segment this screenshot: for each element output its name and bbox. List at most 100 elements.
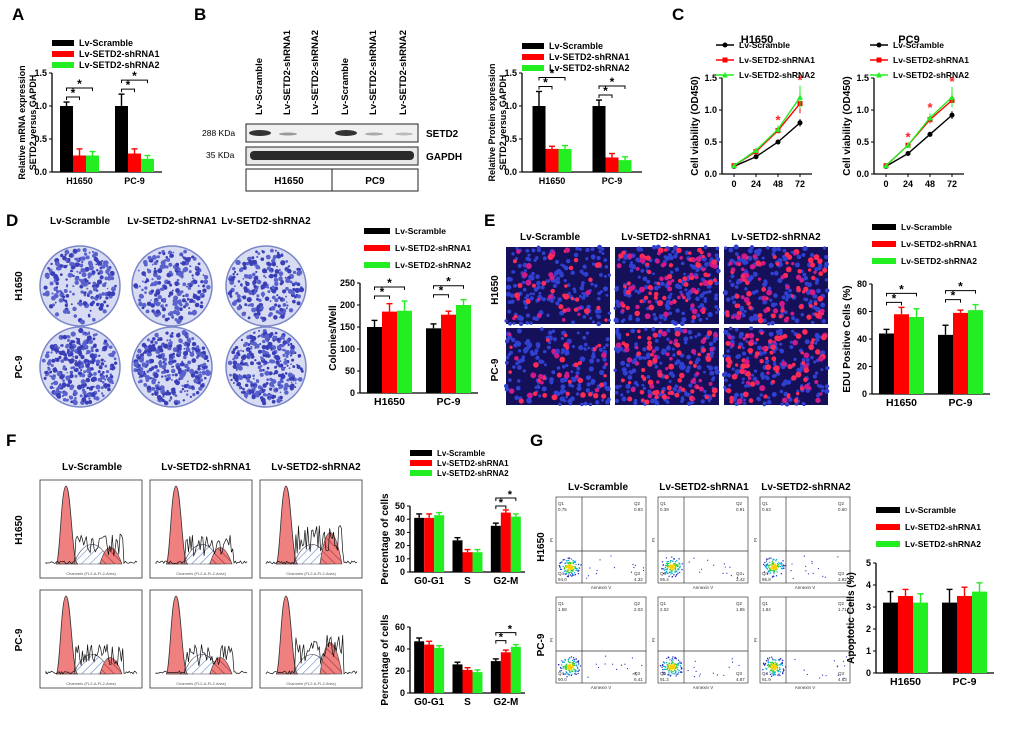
edu-nucleus — [672, 321, 678, 326]
edu-positive-cell — [669, 390, 675, 396]
edu-nucleus — [782, 248, 787, 253]
colony-dot — [76, 346, 82, 352]
dotplot-event — [781, 564, 783, 566]
edu-nucleus — [541, 386, 547, 392]
colony-dot — [236, 369, 238, 371]
colony-dot — [168, 262, 173, 267]
edu-positive-cell — [763, 308, 768, 314]
colony-dot — [263, 274, 266, 278]
dotplot-event — [561, 661, 564, 664]
edu-positive-cell — [573, 257, 579, 263]
edu-nucleus — [557, 297, 563, 302]
dotplot-event — [604, 655, 607, 657]
edu-positive-cell — [621, 303, 626, 308]
edu-nucleus — [728, 383, 732, 387]
colony-dot — [84, 301, 88, 305]
edu-nucleus — [637, 275, 641, 279]
legend-f: Lv-ScrambleLv-SETD2-shRNA1Lv-SETD2-shRNA… — [410, 449, 509, 478]
chart-B-ytick-label: 1.0 — [504, 101, 517, 111]
colony-dot — [272, 255, 277, 260]
dotplot-event — [783, 567, 785, 569]
edu-positive-cell — [621, 341, 626, 346]
edu-positive-cell — [648, 291, 652, 296]
edu-positive-cell — [778, 314, 783, 319]
edu-positive-cell — [558, 304, 564, 310]
edu-nucleus — [803, 297, 807, 301]
legend-a-label: Lv-Scramble — [79, 38, 133, 48]
colony-dot — [285, 301, 288, 303]
edu-nucleus — [525, 321, 530, 325]
dotplot-event — [595, 663, 597, 665]
edu-nucleus — [591, 320, 595, 324]
edu-nucleus — [602, 346, 606, 350]
edu-positive-cell — [603, 374, 607, 378]
edu-nucleus — [684, 288, 688, 292]
chart-D-ytick-label: 100 — [340, 344, 355, 354]
dotplot-event — [566, 565, 569, 567]
colony-dot — [72, 306, 77, 312]
colony-dot — [174, 373, 178, 377]
edu-nucleus — [504, 360, 509, 365]
edu-nucleus — [752, 376, 758, 382]
dotplot-q2-value: 2.03 — [634, 607, 643, 612]
dotplot-q4-value: 95.8 — [762, 577, 771, 582]
chart-F1-sig-bracket — [495, 505, 507, 509]
dotplot-q4-value: 95.4 — [660, 577, 669, 582]
edu-nucleus — [734, 285, 739, 289]
edu-nucleus — [714, 253, 719, 258]
edu-positive-cell — [508, 370, 512, 374]
colony-dot — [105, 264, 109, 268]
dotplot-event — [768, 665, 771, 667]
flow-col-scramble: Lv-Scramble — [568, 482, 628, 493]
colony-dot — [76, 338, 81, 342]
edu-positive-cell — [726, 388, 732, 394]
edu-nucleus — [680, 261, 685, 266]
colony-dot — [246, 296, 252, 303]
colony-dot — [63, 264, 68, 269]
dotplot-q1-label: Q1 — [558, 601, 565, 606]
colony-dot — [255, 290, 258, 293]
dotplot-event — [779, 671, 782, 673]
edu-nucleus — [553, 278, 559, 284]
dotplot-q2-value: 1.85 — [736, 607, 745, 612]
colony-dot — [192, 277, 194, 279]
dotplot-q3-value: 4.32 — [634, 577, 643, 582]
edu-positive-cell — [741, 253, 748, 260]
edu-positive-cell — [517, 283, 523, 289]
dotplot-q3-label: Q3 — [736, 671, 743, 676]
edu-nucleus — [824, 288, 830, 293]
colony-dot — [73, 400, 76, 403]
colony-dot — [240, 267, 244, 271]
colony-dot — [189, 311, 193, 315]
colony-dot — [89, 361, 93, 364]
edu-positive-cell — [699, 250, 704, 255]
edu-positive-cell — [731, 315, 735, 320]
chart-D-ylabel-line: Colonies/Well — [328, 305, 339, 371]
edu-nucleus — [643, 356, 647, 360]
colony-dot — [86, 293, 90, 298]
edu-nucleus — [690, 400, 695, 405]
colony-dot — [269, 273, 274, 279]
dotplot-event — [824, 576, 826, 578]
colony-dot — [69, 253, 72, 257]
edu-nucleus — [684, 340, 688, 345]
colony-dot — [284, 350, 290, 356]
edu-positive-cell — [740, 363, 747, 370]
edu-nucleus — [507, 352, 511, 357]
edu-nucleus — [644, 327, 648, 332]
dotplot-event — [572, 562, 574, 564]
dotplot-event — [772, 565, 774, 567]
dotplot-event — [668, 575, 670, 577]
chart-A-category-label: H1650 — [66, 176, 93, 186]
edu-positive-cell — [668, 340, 673, 345]
edu-positive-cell — [746, 290, 752, 297]
dotplot-event — [669, 666, 672, 668]
dotplot-event — [665, 557, 668, 559]
colony-dot — [177, 367, 182, 372]
colony-dot — [181, 298, 186, 303]
dotplot-event — [674, 669, 677, 672]
edu-nucleus — [742, 401, 747, 405]
colony-dot — [177, 271, 184, 277]
colony-dot — [271, 384, 275, 388]
colony-dot — [103, 383, 109, 389]
